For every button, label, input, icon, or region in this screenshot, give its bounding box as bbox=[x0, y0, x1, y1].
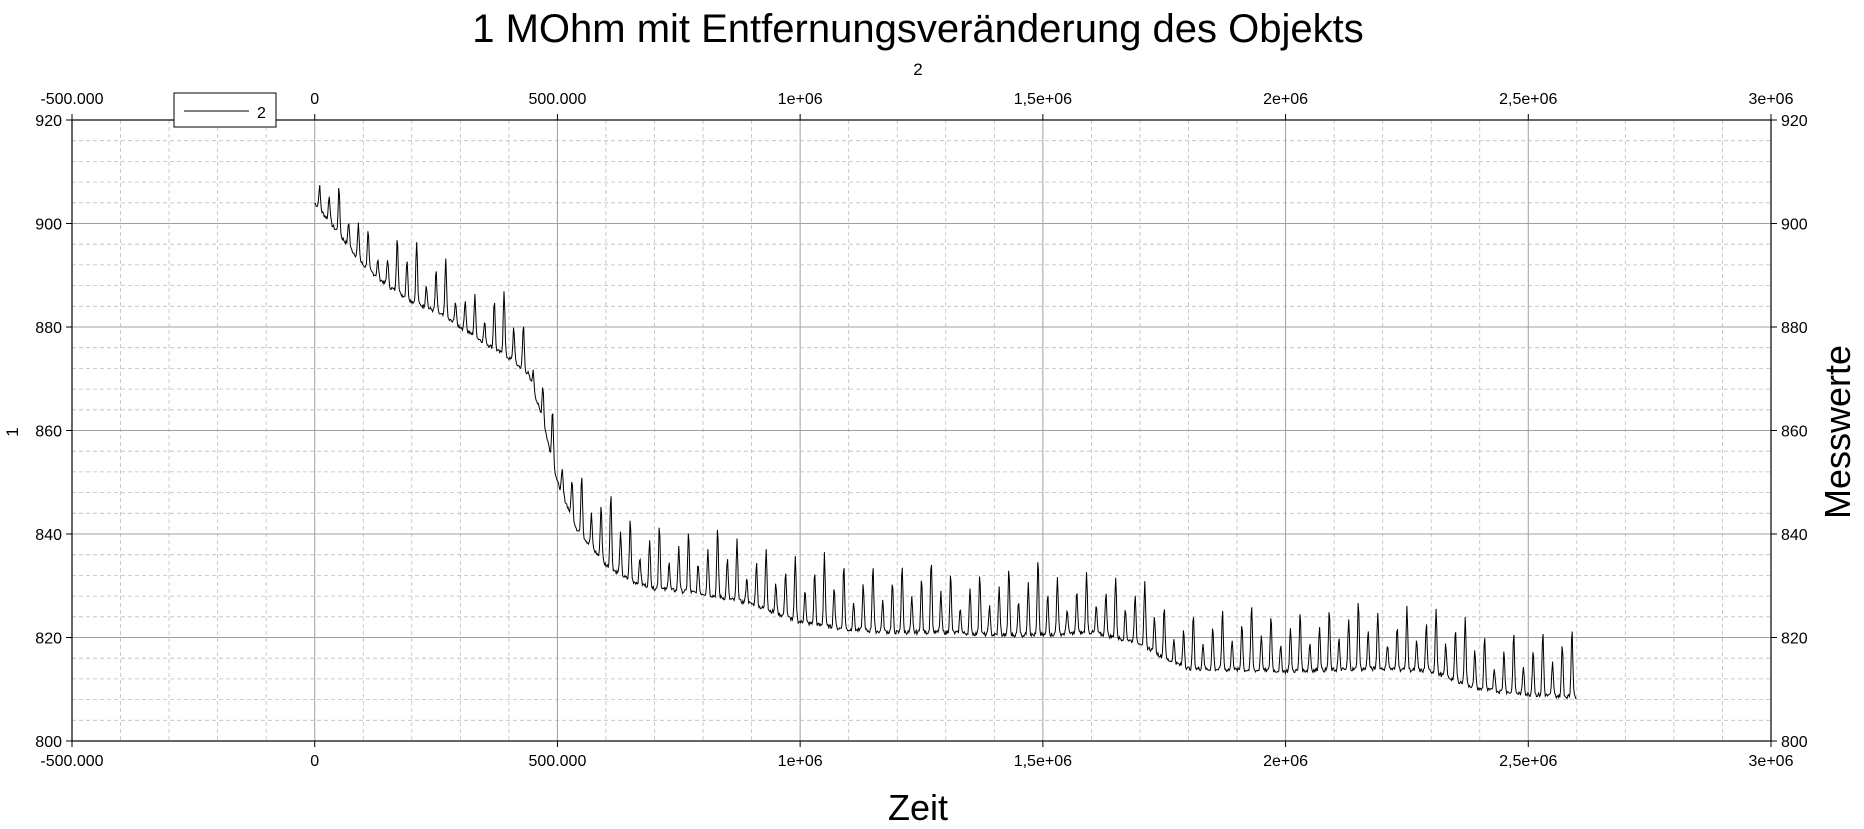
x2-tick-label: 1,5e+06 bbox=[1014, 91, 1072, 108]
y2-tick-label: 840 bbox=[1781, 527, 1808, 544]
x2-tick-label: 500.000 bbox=[529, 91, 587, 108]
legend-entry: 2 bbox=[257, 105, 266, 122]
y2-tick-label: 860 bbox=[1781, 424, 1808, 441]
y2-axis-label: Messwerte bbox=[1817, 345, 1858, 519]
x-tick-label: 2e+06 bbox=[1263, 753, 1308, 770]
grid bbox=[71, 119, 1772, 742]
y2-tick-label: 820 bbox=[1781, 631, 1808, 648]
legend-box bbox=[173, 92, 277, 128]
series-layer bbox=[314, 185, 1577, 700]
x-tick-label: 1e+06 bbox=[778, 753, 823, 770]
x-tick-label: 0 bbox=[310, 753, 319, 770]
y-tick-label: 820 bbox=[35, 631, 62, 648]
series-line-2 bbox=[314, 185, 1577, 700]
x-tick-label: 500.000 bbox=[529, 753, 587, 770]
x2-axis-label: 2 bbox=[913, 60, 922, 79]
y-tick-label: 800 bbox=[35, 734, 62, 751]
y2-tick-label: 900 bbox=[1781, 217, 1808, 234]
x-tick-label: 3e+06 bbox=[1749, 753, 1794, 770]
x-tick-label: 2,5e+06 bbox=[1499, 753, 1557, 770]
y2-tick-label: 880 bbox=[1781, 320, 1808, 337]
x2-tick-label: 2e+06 bbox=[1263, 91, 1308, 108]
x-axis-label: Zeit bbox=[888, 787, 948, 828]
y-axis-label: 1 bbox=[3, 427, 22, 436]
legend: 2 bbox=[173, 92, 277, 128]
x-tick-label: 1,5e+06 bbox=[1014, 753, 1072, 770]
x2-tick-label: 2,5e+06 bbox=[1499, 91, 1557, 108]
y-tick-label: 880 bbox=[35, 320, 62, 337]
x2-tick-label: 0 bbox=[310, 91, 319, 108]
y-tick-label: 840 bbox=[35, 527, 62, 544]
y-tick-label: 920 bbox=[35, 113, 62, 130]
y-tick-label: 900 bbox=[35, 217, 62, 234]
x2-tick-label: 1e+06 bbox=[778, 91, 823, 108]
axis-ticks: -500.000 -500.000 0 0 500.000 500.000 1e+06 1e+… bbox=[35, 91, 1808, 770]
x2-tick-label: -500.000 bbox=[40, 91, 103, 108]
chart-title: 1 MOhm mit Entfernungsveränderung des Ob… bbox=[472, 7, 1364, 51]
y2-tick-label: 800 bbox=[1781, 734, 1808, 751]
y2-tick-label: 920 bbox=[1781, 113, 1808, 130]
x-tick-label: -500.000 bbox=[40, 753, 103, 770]
x2-tick-label: 3e+06 bbox=[1749, 91, 1794, 108]
y-tick-label: 860 bbox=[35, 424, 62, 441]
